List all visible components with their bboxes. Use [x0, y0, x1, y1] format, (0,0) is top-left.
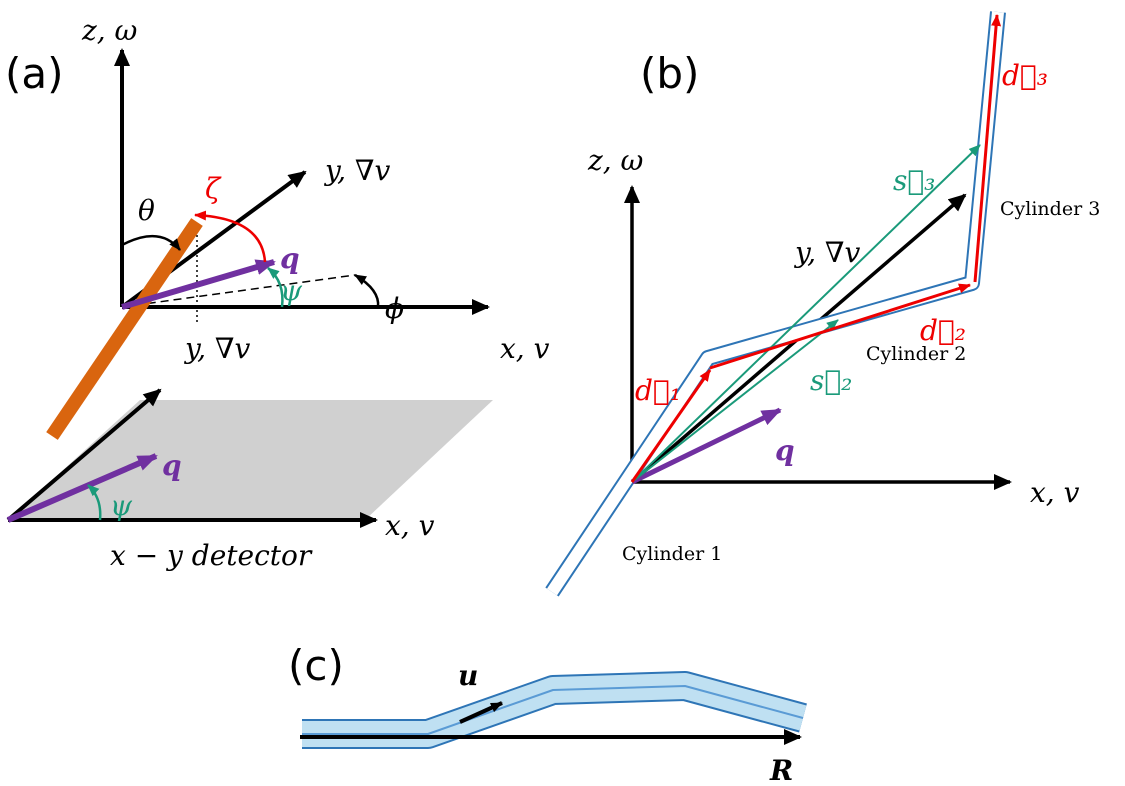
axis-label: x, v	[1030, 476, 1080, 509]
panel-b: (b) z, ω y, ∇v x, v q d⃗₁ d⃗₂ d⃗₃ s⃗₂ s⃗…	[552, 12, 1100, 592]
vector-label: q	[775, 434, 795, 467]
figure: (a) z, ω y, ∇v θ ζ q ψ ϕ x, v y, ∇v q ψ …	[0, 0, 1125, 786]
vector-label: u	[458, 659, 478, 692]
axis-label: x, v	[500, 332, 550, 365]
chain	[302, 686, 803, 734]
vector-label: q	[280, 242, 300, 275]
angle-label: ϕ	[385, 292, 404, 325]
vector-label: R	[769, 754, 793, 786]
cylinder-label: Cylinder 3	[1000, 198, 1100, 220]
vector-label: s⃗₃	[893, 164, 935, 197]
panel-label: (b)	[640, 49, 699, 98]
angle-label: θ	[138, 194, 155, 227]
angle-label: ζ	[205, 172, 222, 205]
detector-label: x − y detector	[110, 539, 313, 572]
vector-label: d⃗₁	[635, 374, 681, 407]
panel-label: (a)	[5, 49, 64, 98]
vector-label: d⃗₃	[1002, 59, 1048, 92]
axis-label: y, ∇v	[183, 332, 250, 365]
angle-label: ψ	[110, 489, 133, 522]
cylinder-outline	[552, 12, 998, 592]
chain-fill	[302, 686, 803, 734]
axis-label: y, ∇v	[323, 154, 390, 187]
zeta-arc	[195, 215, 265, 262]
vector-label: s⃗₂	[810, 364, 852, 397]
q-vector	[122, 262, 274, 307]
panel-a: (a) z, ω y, ∇v θ ζ q ψ ϕ x, v y, ∇v q ψ …	[5, 14, 550, 572]
axis-label: z, ω	[587, 144, 644, 177]
angle-label: ψ	[280, 274, 303, 307]
panel-c: (c) u R	[288, 641, 803, 786]
cylinder-label: Cylinder 1	[622, 543, 722, 565]
phi-arc	[355, 275, 378, 307]
axis-label: y, ∇v	[793, 236, 860, 269]
axis-label: z, ω	[81, 14, 138, 47]
panel-label: (c)	[288, 641, 344, 690]
cylinder-label: Cylinder 2	[866, 343, 966, 365]
vector-label: q	[162, 449, 182, 482]
axis-label: x, v	[385, 509, 435, 542]
cylinders	[552, 12, 998, 592]
